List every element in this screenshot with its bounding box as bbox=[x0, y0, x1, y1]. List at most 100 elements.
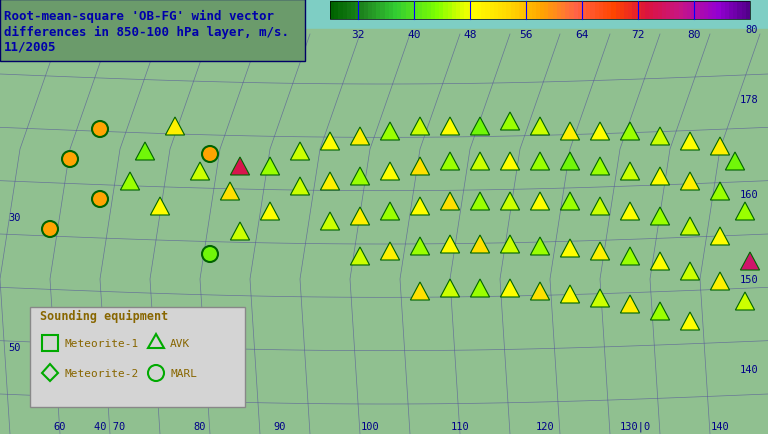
Polygon shape bbox=[410, 118, 429, 136]
Polygon shape bbox=[710, 183, 730, 201]
Text: 32: 32 bbox=[351, 30, 365, 40]
Bar bbox=[687, 2, 692, 20]
Bar bbox=[443, 2, 448, 20]
Bar bbox=[42, 335, 58, 351]
Bar bbox=[397, 2, 402, 20]
Bar bbox=[452, 2, 456, 20]
Bar bbox=[482, 2, 486, 20]
Circle shape bbox=[62, 151, 78, 168]
Bar bbox=[582, 2, 587, 20]
Polygon shape bbox=[350, 128, 369, 146]
Polygon shape bbox=[440, 118, 459, 136]
Polygon shape bbox=[165, 118, 184, 136]
Bar bbox=[515, 2, 519, 20]
Polygon shape bbox=[440, 236, 459, 253]
Bar bbox=[389, 2, 393, 20]
Bar bbox=[733, 2, 738, 20]
Polygon shape bbox=[410, 283, 429, 300]
Polygon shape bbox=[260, 158, 280, 176]
Text: AVK: AVK bbox=[170, 338, 190, 348]
Text: 50: 50 bbox=[8, 342, 21, 352]
Polygon shape bbox=[501, 279, 520, 297]
Bar bbox=[498, 2, 503, 20]
Bar bbox=[339, 2, 343, 20]
Bar bbox=[611, 2, 616, 20]
Bar bbox=[654, 2, 658, 20]
Bar bbox=[435, 2, 440, 20]
Bar bbox=[426, 2, 432, 20]
Polygon shape bbox=[320, 213, 339, 230]
Bar bbox=[473, 2, 478, 20]
Bar bbox=[351, 2, 356, 20]
Bar bbox=[422, 2, 427, 20]
Bar bbox=[347, 2, 352, 20]
Bar bbox=[553, 2, 558, 20]
Bar bbox=[591, 2, 595, 20]
Bar bbox=[703, 2, 709, 20]
Polygon shape bbox=[151, 197, 170, 216]
Polygon shape bbox=[350, 168, 369, 186]
Circle shape bbox=[92, 122, 108, 138]
FancyBboxPatch shape bbox=[30, 307, 245, 407]
Text: 64: 64 bbox=[575, 30, 589, 40]
Text: 140: 140 bbox=[740, 364, 758, 374]
Polygon shape bbox=[320, 173, 339, 191]
Polygon shape bbox=[470, 118, 489, 136]
Text: Meteorite-1: Meteorite-1 bbox=[64, 338, 138, 348]
Polygon shape bbox=[740, 253, 760, 270]
Bar bbox=[419, 2, 423, 20]
Text: 30: 30 bbox=[8, 213, 21, 223]
Circle shape bbox=[92, 191, 108, 207]
Bar bbox=[439, 2, 444, 20]
Polygon shape bbox=[680, 133, 700, 151]
Polygon shape bbox=[290, 178, 310, 196]
Polygon shape bbox=[591, 243, 610, 260]
Bar bbox=[700, 2, 704, 20]
Text: 140: 140 bbox=[710, 421, 730, 431]
Polygon shape bbox=[350, 207, 369, 226]
Bar bbox=[465, 2, 469, 20]
Bar bbox=[737, 2, 742, 20]
Bar bbox=[607, 2, 612, 20]
Bar bbox=[569, 2, 574, 20]
Text: Root-mean-square 'OB-FG' wind vector
differences in 850-100 hPa layer, m/s.
11/2: Root-mean-square 'OB-FG' wind vector dif… bbox=[4, 10, 289, 53]
Polygon shape bbox=[320, 133, 339, 151]
Text: 48: 48 bbox=[463, 30, 477, 40]
Polygon shape bbox=[440, 193, 459, 210]
Bar bbox=[343, 2, 347, 20]
Text: 72: 72 bbox=[631, 30, 645, 40]
Bar bbox=[330, 2, 750, 20]
Bar bbox=[641, 2, 645, 20]
Polygon shape bbox=[680, 312, 700, 330]
Bar bbox=[380, 2, 385, 20]
Polygon shape bbox=[230, 158, 250, 176]
Polygon shape bbox=[531, 237, 550, 256]
Bar bbox=[468, 2, 473, 20]
Bar bbox=[355, 2, 360, 20]
Bar bbox=[620, 2, 624, 20]
Polygon shape bbox=[561, 193, 580, 210]
Bar bbox=[725, 2, 730, 20]
Circle shape bbox=[42, 221, 58, 237]
Bar bbox=[477, 2, 482, 20]
Polygon shape bbox=[470, 236, 489, 253]
Polygon shape bbox=[710, 138, 730, 156]
Bar bbox=[519, 2, 524, 20]
Bar bbox=[393, 2, 398, 20]
Bar bbox=[674, 2, 679, 20]
Bar bbox=[708, 2, 713, 20]
Polygon shape bbox=[650, 302, 670, 320]
Bar bbox=[540, 2, 545, 20]
Polygon shape bbox=[410, 237, 429, 256]
Polygon shape bbox=[501, 193, 520, 210]
Bar bbox=[666, 2, 670, 20]
Bar bbox=[385, 2, 389, 20]
Polygon shape bbox=[135, 143, 154, 161]
Bar bbox=[574, 2, 578, 20]
Polygon shape bbox=[350, 247, 369, 265]
Bar bbox=[545, 2, 549, 20]
Bar bbox=[628, 2, 633, 20]
Bar bbox=[485, 2, 490, 20]
Text: 110: 110 bbox=[451, 421, 469, 431]
Text: Sounding equipment: Sounding equipment bbox=[40, 309, 168, 322]
